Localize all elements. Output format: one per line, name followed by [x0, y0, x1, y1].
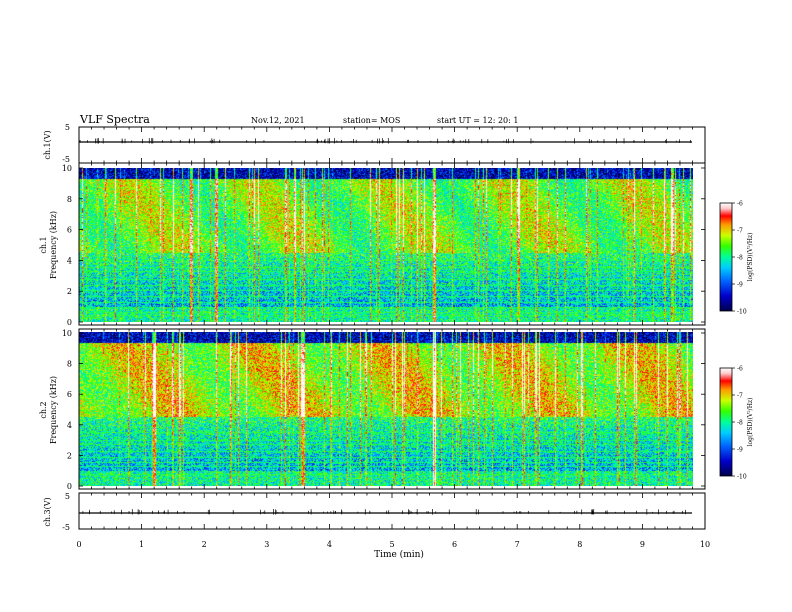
colorbar-tick-label: -7: [737, 393, 743, 400]
colorbar-tick-label: -8: [737, 420, 743, 427]
x-tick-label: 3: [264, 540, 269, 549]
x-tick-label: 2: [202, 540, 207, 549]
colorbar-tick-label: -6: [737, 201, 743, 208]
y-tick-label: 8: [67, 360, 72, 369]
ch1-voltage-spikes: [79, 138, 691, 144]
ch1-voltage-frame: [78, 126, 706, 164]
colorbar-tick-label: -8: [737, 255, 743, 262]
ch1-spectrogram-panel: 0 2 4 6 8 10 ch.1 Frequency (kHz): [39, 162, 706, 327]
y-tick-label: 0: [67, 318, 72, 327]
ch2-spectrogram-panel: 0 2 4 6 8 10 ch.2 Frequency (kHz): [39, 328, 706, 491]
x-tick-label: 1: [139, 540, 144, 549]
y-tick-label: 0: [67, 482, 72, 491]
colorbar-tick-label: -9: [737, 447, 743, 454]
colorbar-tick-label: -10: [737, 474, 747, 481]
y-tick-label: 8: [67, 195, 72, 204]
colorbar-tick-label: -10: [737, 309, 747, 316]
ch2-frequency-label: Frequency (kHz): [49, 376, 58, 444]
x-tick-label: 4: [327, 540, 332, 549]
colorbar-tick-label: -6: [737, 366, 743, 373]
ch1-voltage-ytick-bottom: -5: [62, 155, 70, 164]
colorbar-tick-label: -7: [737, 228, 743, 235]
ch2-spectrogram-ytick-labels: 0 2 4 6 8 10: [62, 329, 705, 491]
y-tick-label: 10: [62, 329, 72, 338]
y-tick-label: 2: [67, 287, 72, 296]
x-tick-label: 7: [515, 540, 520, 549]
x-tick-label: 5: [389, 540, 394, 549]
ch1-colorbar: -6 -7 -8 -9 -10 log(PSD)(V²/Hz): [719, 201, 754, 316]
x-tick-label: 8: [577, 540, 582, 549]
ch1-colorbar-label: log(PSD)(V²/Hz): [747, 233, 754, 282]
ch3-voltage-ylabel: ch.3(V): [43, 497, 52, 526]
ch3-voltage-panel: 5 -5 ch.3(V): [43, 492, 706, 532]
y-tick-label: 4: [67, 256, 72, 265]
ch2-colorbar-ticks: -6 -7 -8 -9 -10: [732, 366, 747, 481]
ch2-spectrogram-ticks: [78, 329, 706, 489]
ch3-voltage-frame: [78, 492, 706, 530]
start-time-label: start UT = 12: 20: 1: [437, 116, 518, 125]
figure-title: VLF Spectra: [79, 113, 150, 126]
x-tick-label: 6: [452, 540, 457, 549]
ch1-spectrogram-ticks: [78, 163, 706, 325]
y-tick-label: 4: [67, 421, 72, 430]
y-tick-label: 6: [67, 390, 72, 399]
y-tick-label: 6: [67, 226, 72, 235]
ch1-voltage-ytick-top: 5: [65, 123, 70, 132]
ch2-channel-label: ch.2: [39, 401, 48, 418]
station-label: station= MOS: [343, 116, 400, 125]
y-tick-label: 10: [62, 164, 72, 173]
ch1-voltage-ylabel: ch.1(V): [43, 130, 52, 159]
x-tick-label: 9: [640, 540, 645, 549]
ch2-spectrogram-image: [79, 332, 693, 486]
ch2-colorbar: -6 -7 -8 -9 -10 log(PSD)(V²/Hz): [719, 366, 754, 481]
ch2-colorbar-label: log(PSD)(V²/Hz): [747, 398, 754, 447]
x-axis-label: Time (min): [374, 549, 424, 560]
x-tick-label: 0: [76, 540, 81, 549]
ch3-voltage-spikes: [82, 509, 686, 515]
ch1-colorbar-ticks: -6 -7 -8 -9 -10: [732, 201, 747, 316]
date-label: Nov.12, 2021: [251, 116, 305, 125]
ch2-colorbar-fill: [719, 367, 733, 477]
ch3-voltage-ytick-bottom: -5: [62, 523, 70, 532]
ch1-frequency-label: Frequency (kHz): [49, 211, 58, 279]
ch1-channel-label: ch.1: [39, 236, 48, 253]
ch1-voltage-panel: 5 -5 ch.1(V): [43, 123, 706, 164]
y-tick-label: 2: [67, 451, 72, 460]
ch1-colorbar-fill: [719, 202, 733, 312]
x-tick-label: 10: [700, 540, 710, 549]
colorbar-tick-label: -9: [737, 282, 743, 289]
ch3-voltage-ytick-top: 5: [65, 492, 70, 501]
ch1-spectrogram-ytick-labels: 0 2 4 6 8 10: [62, 164, 705, 327]
x-axis-tick-labels: 0 1 2 3 4 5 6 7 8 9 10: [76, 540, 710, 549]
ch1-spectrogram-image: [79, 168, 693, 322]
ch3-voltage-ticks: [78, 493, 706, 529]
